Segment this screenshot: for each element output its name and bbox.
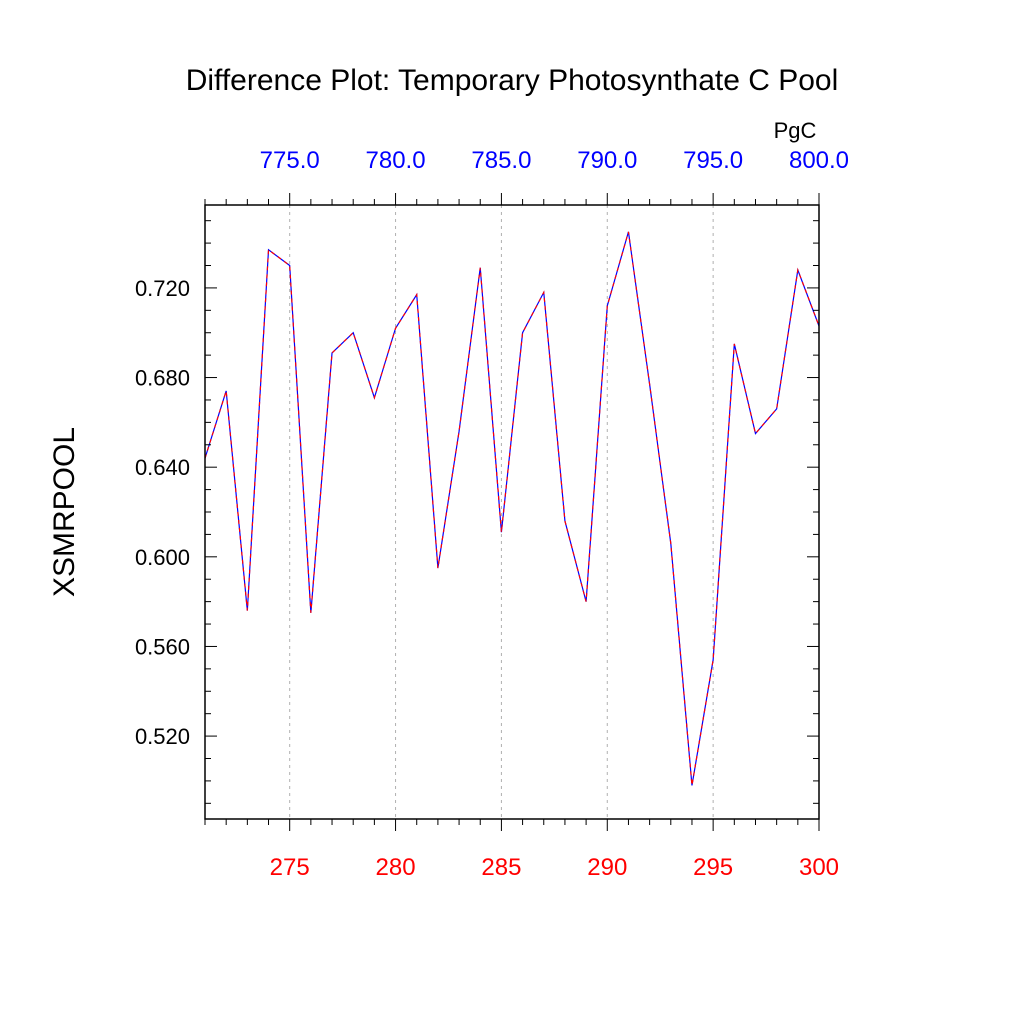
y-axis-label: XSMRPOOL (48, 427, 81, 597)
y-tick-label: 0.560 (135, 634, 190, 659)
series-line (204, 231, 820, 786)
series-lines (204, 231, 820, 786)
top-tick-label: 800.0 (789, 147, 849, 174)
x-tick-label: 280 (376, 854, 416, 881)
x-tick-label: 295 (693, 854, 733, 881)
y-tick-label: 0.600 (135, 545, 190, 570)
top-tick-label: 775.0 (260, 147, 320, 174)
tick-labels: 275 280 285 290 295 300 775.0 780.0 785.0 790.0 79… (135, 147, 849, 881)
x-tick-label: 290 (587, 854, 627, 881)
top-tick-label: 790.0 (577, 147, 637, 174)
top-tick-label: 780.0 (366, 147, 426, 174)
top-tick-label: 795.0 (683, 147, 743, 174)
plot-frame (204, 204, 820, 820)
x-tick-label: 300 (799, 854, 839, 881)
series-line (204, 231, 820, 786)
chart-title: Difference Plot: Temporary Photosynthate… (186, 64, 839, 97)
y-tick-label: 0.520 (135, 724, 190, 749)
gridlines (289, 205, 820, 819)
x-tick-label: 285 (481, 854, 521, 881)
axis-ticks (204, 193, 820, 831)
y-tick-label: 0.720 (135, 276, 190, 301)
top-axis-unit: PgC (774, 118, 817, 143)
y-tick-label: 0.640 (135, 455, 190, 480)
y-tick-label: 0.680 (135, 366, 190, 391)
top-tick-label: 785.0 (471, 147, 531, 174)
x-tick-label: 275 (270, 854, 310, 881)
